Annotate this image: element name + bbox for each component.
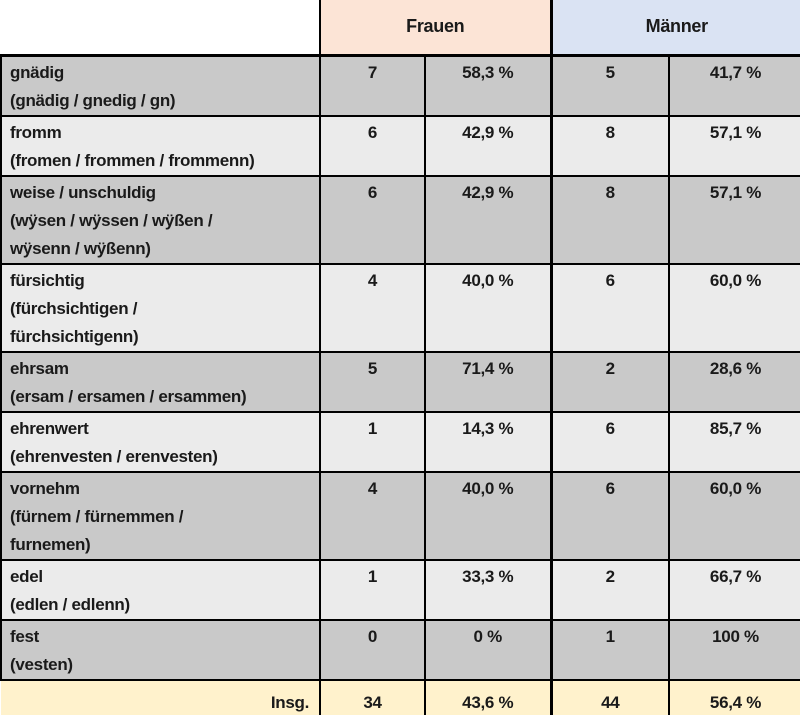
total-maenner-count-cell: 44 — [549, 678, 670, 715]
term-label-cell: ehrsam (ersam / ersamen / ersammen) — [0, 350, 321, 413]
term-label-cell: fest (vesten) — [0, 618, 321, 681]
frauen-count-cell: 1 — [319, 410, 426, 473]
maenner-pct-cell: 100 % — [668, 618, 800, 681]
term-label-cell: fürsichtig (fürchsichtigen / fürchsichti… — [0, 262, 321, 353]
frauen-pct-cell: 40,0 % — [424, 262, 552, 353]
total-label-cell: Insg. — [1, 678, 321, 715]
maenner-count-cell: 5 — [549, 54, 670, 117]
term-label-cell: ehrenwert (ehrenvesten / erenvesten) — [0, 410, 321, 473]
term-label-cell: weise / unschuldig (wÿsen / wÿssen / wÿß… — [0, 174, 321, 265]
term-label-cell: edel (edlen / edlenn) — [0, 558, 321, 621]
table-row-fuersichtig: fürsichtig (fürchsichtigen / fürchsichti… — [0, 262, 800, 353]
maenner-count-cell: 8 — [549, 114, 670, 177]
maenner-count-cell: 2 — [549, 558, 670, 621]
frauen-count-cell: 6 — [319, 114, 426, 177]
table-row-vornehm: vornehm (fürnem / fürnemmen / furnemen) … — [0, 470, 800, 561]
maenner-pct-cell: 85,7 % — [668, 410, 800, 473]
frauen-count-cell: 4 — [319, 470, 426, 561]
term-label-cell: gnädig (gnädig / gnedig / gn) — [0, 54, 321, 117]
total-maenner-pct-cell: 56,4 % — [668, 678, 800, 715]
maenner-count-cell: 6 — [549, 410, 670, 473]
term-label-cell: vornehm (fürnem / fürnemmen / furnemen) — [0, 470, 321, 561]
frauen-pct-cell: 40,0 % — [424, 470, 552, 561]
corner-cell — [1, 0, 321, 57]
maenner-count-cell: 6 — [549, 262, 670, 353]
frauen-pct-cell: 58,3 % — [424, 54, 552, 117]
maenner-pct-cell: 57,1 % — [668, 114, 800, 177]
table-row-edel: edel (edlen / edlenn) 1 33,3 % 2 66,7 % — [0, 558, 800, 621]
frauen-pct-cell: 0 % — [424, 618, 552, 681]
frauen-pct-cell: 33,3 % — [424, 558, 552, 621]
total-frauen-pct-cell: 43,6 % — [424, 678, 552, 715]
frauen-pct-cell: 71,4 % — [424, 350, 552, 413]
frauen-column-header: Frauen — [319, 0, 551, 57]
frauen-count-cell: 7 — [319, 54, 426, 117]
term-label-cell: fromm (fromen / frommen / frommenn) — [0, 114, 321, 177]
maenner-count-cell: 1 — [549, 618, 670, 681]
frauen-count-cell: 6 — [319, 174, 426, 265]
table-row-fest: fest (vesten) 0 0 % 1 100 % — [0, 618, 800, 681]
frauen-count-cell: 4 — [319, 262, 426, 353]
maenner-pct-cell: 41,7 % — [668, 54, 800, 117]
frauen-pct-cell: 42,9 % — [424, 114, 552, 177]
table-row-ehrsam: ehrsam (ersam / ersamen / ersammen) 5 71… — [0, 350, 800, 413]
frauen-count-cell: 0 — [319, 618, 426, 681]
table-row-weise: weise / unschuldig (wÿsen / wÿssen / wÿß… — [0, 174, 800, 265]
table-row-fromm: fromm (fromen / frommen / frommenn) 6 42… — [0, 114, 800, 177]
maenner-pct-cell: 60,0 % — [668, 262, 800, 353]
frauen-count-cell: 1 — [319, 558, 426, 621]
total-frauen-count-cell: 34 — [319, 678, 426, 715]
maenner-count-cell: 8 — [549, 174, 670, 265]
frauen-pct-cell: 42,9 % — [424, 174, 552, 265]
frauen-count-cell: 5 — [319, 350, 426, 413]
maenner-pct-cell: 28,6 % — [668, 350, 800, 413]
maenner-count-cell: 6 — [549, 470, 670, 561]
table-row-ehrenwert: ehrenwert (ehrenvesten / erenvesten) 1 1… — [0, 410, 800, 473]
frauen-pct-cell: 14,3 % — [424, 410, 552, 473]
table-row-gnaedig: gnädig (gnädig / gnedig / gn) 7 58,3 % 5… — [0, 54, 800, 117]
maenner-pct-cell: 60,0 % — [668, 470, 800, 561]
maenner-pct-cell: 57,1 % — [668, 174, 800, 265]
header-row: Frauen Männer — [1, 0, 800, 57]
maenner-pct-cell: 66,7 % — [668, 558, 800, 621]
total-row: Insg. 34 43,6 % 44 56,4 % — [1, 678, 800, 715]
maenner-count-cell: 2 — [549, 350, 670, 413]
maenner-column-header: Männer — [549, 0, 800, 57]
